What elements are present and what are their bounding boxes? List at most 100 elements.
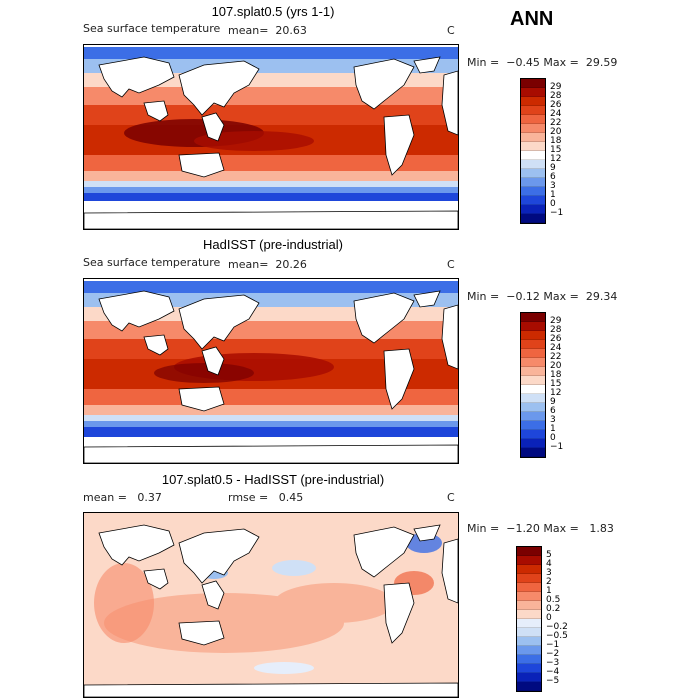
colorbar-swatch: [521, 439, 545, 448]
panel-2-variable-label: Sea surface temperature: [83, 256, 221, 269]
colorbar-swatch: [521, 160, 545, 169]
colorbar-swatch: [517, 655, 541, 664]
colorbar-swatch: [517, 646, 541, 655]
arctic-band: [84, 47, 458, 59]
continents-outline-2: [84, 290, 458, 463]
colorbar-swatch: [521, 313, 545, 322]
colorbar-tick-label: 3: [546, 568, 552, 578]
panel-3-mean: mean = 0.37: [83, 491, 162, 504]
continents-outline-3: [84, 524, 458, 697]
colorbar-swatch: [521, 331, 545, 340]
colorbar-tick-label: 0: [546, 613, 552, 623]
colorbar-tick-label: 29: [550, 82, 562, 92]
colorbar-tick-label: 0.5: [546, 595, 561, 605]
panel-1-mean: mean= 20.63: [228, 24, 307, 37]
colorbar-swatch: [521, 124, 545, 133]
panel-3-map-canvas: [84, 513, 458, 697]
colorbar-swatch: [517, 583, 541, 592]
colorbar-swatch: [517, 628, 541, 637]
panel-1-variable-label: Sea surface temperature: [83, 22, 221, 35]
colorbar-tick-label: 1: [550, 424, 556, 434]
panel-1-minmax: Min = −0.45 Max = 29.59: [467, 56, 618, 69]
colorbar-swatch: [517, 601, 541, 610]
colorbar-swatch: [517, 610, 541, 619]
colorbar-swatch: [521, 97, 545, 106]
colorbar-swatch: [521, 169, 545, 178]
panel-3-rmse: rmse = 0.45: [228, 491, 304, 504]
colorbar-swatch: [521, 421, 545, 430]
colorbar-tick-label: 26: [550, 100, 562, 110]
colorbar-swatch: [521, 133, 545, 142]
colorbar-tick-label: −3: [546, 658, 560, 668]
colorbar-tick-label: 22: [550, 352, 562, 362]
panel-2-colorbar: [520, 312, 546, 458]
panel-2-minmax: Min = −0.12 Max = 29.34: [467, 290, 618, 303]
colorbar-tick-label: 28: [550, 325, 562, 335]
colorbar-swatch: [521, 358, 545, 367]
colorbar-tick-label: 9: [550, 163, 556, 173]
colorbar-tick-label: 6: [550, 172, 556, 182]
colorbar-swatch: [521, 448, 545, 457]
colorbar-tick-label: 3: [550, 181, 556, 191]
colorbar-swatch: [517, 574, 541, 583]
colorbar-tick-label: 0: [550, 199, 556, 209]
colorbar-swatch: [521, 178, 545, 187]
colorbar-tick-label: 1: [550, 190, 556, 200]
colorbar-swatch: [517, 547, 541, 556]
panel-2-map: [83, 278, 459, 464]
colorbar-swatch: [517, 664, 541, 673]
colorbar-tick-label: 15: [550, 379, 562, 389]
colorbar-swatch: [521, 403, 545, 412]
colorbar-swatch: [517, 673, 541, 682]
colorbar-swatch: [517, 619, 541, 628]
panel-3-colorbar: [516, 546, 542, 692]
panel-1-map-canvas: [84, 45, 458, 229]
colorbar-tick-label: −0.2: [546, 622, 568, 632]
colorbar-swatch: [521, 367, 545, 376]
colorbar-swatch: [521, 349, 545, 358]
colorbar-tick-label: −0.5: [546, 631, 568, 641]
panel-2-map-canvas: [84, 279, 458, 463]
panel-1-map: [83, 44, 459, 230]
colorbar-tick-label: 2: [546, 577, 552, 587]
panel-3-minmax: Min = −1.20 Max = 1.83: [467, 522, 614, 535]
panel-3-map: [83, 512, 459, 698]
colorbar-tick-label: 1: [546, 586, 552, 596]
colorbar-tick-label: 5: [546, 550, 552, 560]
colorbar-swatch: [521, 187, 545, 196]
season-label: ANN: [510, 8, 554, 30]
colorbar-tick-label: 22: [550, 118, 562, 128]
colorbar-tick-label: 29: [550, 316, 562, 326]
colorbar-swatch: [521, 151, 545, 160]
panel-3-unit: C: [447, 491, 455, 504]
colorbar-tick-label: 26: [550, 334, 562, 344]
colorbar-tick-label: −1: [546, 640, 560, 650]
colorbar-tick-label: 3: [550, 415, 556, 425]
colorbar-swatch: [521, 394, 545, 403]
panel-2-mean: mean= 20.26: [228, 258, 307, 271]
colorbar-tick-label: 12: [550, 388, 562, 398]
colorbar-tick-label: 24: [550, 109, 562, 119]
panel-2-unit: C: [447, 258, 455, 271]
colorbar-tick-label: 20: [550, 361, 562, 371]
continents-outline: [84, 56, 458, 229]
colorbar-tick-label: −2: [546, 649, 560, 659]
colorbar-swatch: [521, 412, 545, 421]
colorbar-tick-label: −5: [546, 676, 560, 686]
colorbar-tick-label: 18: [550, 370, 562, 380]
colorbar-tick-label: 6: [550, 406, 556, 416]
colorbar-tick-label: 28: [550, 91, 562, 101]
colorbar-tick-label: 9: [550, 397, 556, 407]
colorbar-swatch: [517, 592, 541, 601]
colorbar-swatch: [521, 430, 545, 439]
colorbar-swatch: [521, 214, 545, 223]
panel-1-colorbar: [520, 78, 546, 224]
colorbar-swatch: [521, 115, 545, 124]
colorbar-swatch: [521, 106, 545, 115]
panel-3-title: 107.splat0.5 - HadISST (pre-industrial): [161, 472, 385, 487]
colorbar-tick-label: 4: [546, 559, 552, 569]
colorbar-swatch: [517, 637, 541, 646]
colorbar-swatch: [521, 88, 545, 97]
colorbar-swatch: [521, 376, 545, 385]
colorbar-swatch: [521, 142, 545, 151]
